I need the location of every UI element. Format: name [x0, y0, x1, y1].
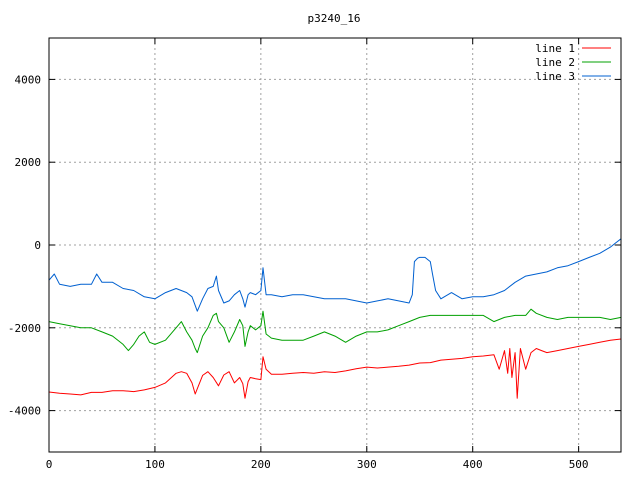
series-line-1 — [48, 338, 622, 399]
x-tick-label: 500 — [569, 458, 589, 471]
y-tick-label: 4000 — [15, 73, 42, 86]
x-tick-label: 300 — [357, 458, 377, 471]
x-tick-label: 100 — [145, 458, 165, 471]
y-tick-label: -4000 — [8, 405, 41, 418]
y-tick-label: 2000 — [15, 156, 42, 169]
legend-label: line 2 — [535, 56, 575, 69]
x-tick-label: 400 — [463, 458, 483, 471]
legend-label: line 3 — [535, 70, 575, 83]
series-line-2 — [48, 308, 622, 354]
series-layer — [48, 238, 622, 399]
axis-ticks: 0 100 200 300 400 500 -4000 -2000 0 2000 4000 — [8, 38, 621, 471]
x-tick-label: 0 — [46, 458, 53, 471]
grid-lines — [49, 38, 621, 452]
x-tick-label: 200 — [251, 458, 271, 471]
series-line-3 — [48, 238, 622, 312]
legend-label: line 1 — [535, 42, 575, 55]
chart-title: p3240_16 — [308, 12, 361, 25]
y-tick-label: 0 — [34, 239, 41, 252]
y-tick-label: -2000 — [8, 322, 41, 335]
